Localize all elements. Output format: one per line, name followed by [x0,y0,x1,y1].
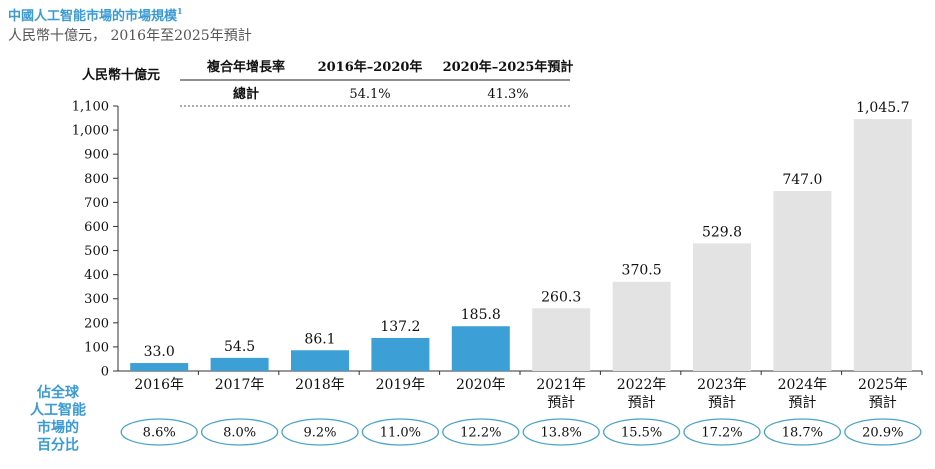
chart-subtitle: 人民幣十億元， 2016年至2025年預計 [8,28,252,44]
value-label-4: 185.8 [461,307,501,323]
x-tick-label-7: 2023年 [697,377,747,393]
x-tick-label-6: 預計 [628,395,656,411]
x-tick-label-5: 2021年 [536,377,586,393]
x-tick-label-6: 2022年 [617,377,667,393]
x-tick-label-3: 2019年 [376,377,426,393]
share-value-7: 17.2% [701,426,742,441]
x-tick-label-2: 2018年 [295,377,345,393]
global-share-label-line: 佔全球 [36,384,80,401]
bar-7 [693,243,751,371]
share-value-2: 9.2% [303,426,336,441]
value-label-1: 54.5 [224,339,255,355]
share-value-5: 13.8% [541,426,582,441]
share-oval-1 [200,418,279,446]
share-oval-0 [120,418,198,446]
share-oval-3 [361,418,440,446]
y-tick-label: 600 [84,220,109,235]
bar-0 [130,363,189,371]
value-label-3: 137.2 [380,319,420,335]
y-tick-label: 100 [84,340,109,355]
x-tick-label-7: 預計 [708,395,736,411]
x-tick-label-4: 2020年 [456,377,506,393]
y-tick-label: 1,100 [72,100,109,115]
bar-8 [773,191,832,371]
value-label-5: 260.3 [541,289,581,305]
bar-5 [532,308,591,371]
chart-title: 中國人工智能市場的市場規模1 [8,6,183,24]
value-label-9: 1,045.7 [856,100,909,116]
y-tick-label: 800 [84,172,109,187]
value-label-2: 86.1 [304,331,335,347]
share-value-9: 20.9% [862,426,903,441]
share-value-0: 8.6% [143,426,176,441]
share-oval-4 [442,418,520,446]
value-labels: 33.0 54.5 86.1 137.2 185.8 260.3 370.5 529.8 747… [144,100,910,360]
cagr-col-2020-2025: 2020年–2025年預計 [443,59,574,75]
cagr-header: 複合年增長率 [206,59,285,75]
y-tick-label: 400 [84,268,109,283]
share-oval-6 [602,418,681,446]
value-label-6: 370.5 [622,263,662,279]
y-tick-label: 700 [84,196,109,211]
share-oval-5 [522,418,600,446]
global-share-label-line: 百分比 [37,437,79,454]
cagr-col-2016-2020: 2016年–2020年 [318,59,423,75]
share-value-6: 15.5% [621,426,662,441]
x-tick-label-5: 預計 [547,395,575,411]
x-tick-label-8: 2024年 [778,377,828,393]
share-oval-8 [763,418,842,446]
x-tick-label-1: 2017年 [215,377,265,393]
value-label-7: 529.8 [702,224,742,240]
bar-4 [451,326,510,371]
y-tick-label: 900 [84,148,109,163]
y-tick-label: 200 [84,316,109,331]
global-share-label-line: 市場的 [37,419,79,436]
x-tick-label-9: 2025年 [858,377,908,393]
share-oval-9 [844,418,922,446]
bar-9 [853,119,912,371]
cagr-table: 人民幣十億元 複合年增長率 2016年–2020年 2020年–2025年預計 … [82,59,574,107]
x-tick-label-0: 2016年 [134,377,184,393]
y-tick-label: 300 [84,292,109,307]
y-tick-label: 1,000 [72,124,109,139]
global-share-label-line: 人工智能 [30,402,86,419]
bar-3 [371,337,430,371]
y-ticks: 0 100 200 300 400 500 600 700 800 900 1,000 1,100 [72,100,118,380]
y-tick-label: 500 [84,244,109,259]
x-tick-label-9: 預計 [869,395,897,411]
share-value-3: 11.0% [380,426,421,441]
share-oval-2 [281,418,359,446]
value-label-8: 747.0 [782,172,822,188]
y-tick-label: 0 [101,365,109,380]
unit-label: 人民幣十億元 [82,67,160,83]
share-oval-7 [683,418,761,446]
x-tick-label-8: 預計 [788,395,816,411]
cagr-value-2016-2020: 54.1% [349,87,390,102]
bar-2 [291,350,349,371]
share-value-1: 8.0% [223,426,256,441]
bars [130,119,912,371]
cagr-value-2020-2025: 41.3% [487,87,528,102]
share-value-4: 12.2% [460,426,501,441]
global-share-row: 8.6% 8.0% 9.2% 11.0% 12.2% 13.8% 15.5% 17.2% 18.… [120,418,922,446]
bar-6 [612,281,671,371]
value-label-0: 33.0 [144,344,175,360]
share-value-8: 18.7% [782,426,823,441]
cagr-row-label: 總計 [233,86,259,102]
bar-1 [210,357,269,371]
